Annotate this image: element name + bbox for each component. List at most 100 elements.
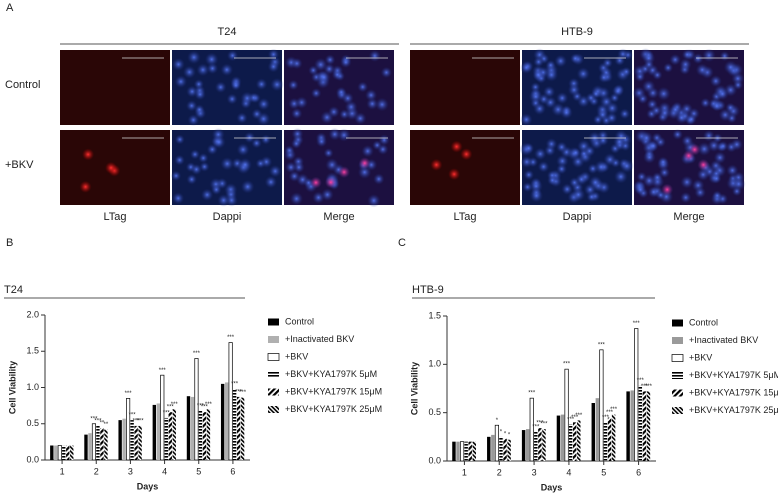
x-tick-label: 3 <box>532 467 537 477</box>
significance-label: *** <box>163 411 171 417</box>
significance-label: ** <box>104 422 109 428</box>
nucleus <box>361 144 374 158</box>
x-axis-label: Days <box>137 481 159 491</box>
significance-label: *** <box>637 378 645 384</box>
nucleus <box>337 128 351 142</box>
significance-label: *** <box>137 419 145 425</box>
significance-label: * <box>508 432 511 438</box>
y-tick-label: 0.0 <box>428 455 441 465</box>
nucleus <box>212 135 226 149</box>
charts: B T24 0.0 0.5 1.0 1.5 2.0 Cell Viability Days 1 2 3… <box>4 237 778 492</box>
nucleus <box>723 60 738 75</box>
nucleus <box>520 155 533 169</box>
nucleus <box>570 147 581 158</box>
legend-label: +BKV+KYA1797K 15μM <box>285 386 382 396</box>
nucleus <box>321 188 334 202</box>
legend-label: +BKV+KYA1797K 25μM <box>285 404 382 414</box>
nucleus <box>598 71 610 84</box>
nucleus <box>650 104 662 117</box>
nucleus <box>325 158 339 172</box>
bar <box>642 391 647 461</box>
bar <box>460 441 465 462</box>
nucleus <box>238 157 253 172</box>
nucleus <box>614 55 626 66</box>
ltag-signal <box>309 176 322 189</box>
nucleus <box>634 71 646 83</box>
nucleus <box>255 78 268 91</box>
micrograph <box>60 50 170 125</box>
bar <box>468 441 472 461</box>
bar <box>84 434 88 460</box>
nucleus <box>243 131 256 144</box>
bar <box>152 404 157 460</box>
bar <box>507 439 511 461</box>
nucleus <box>733 79 744 90</box>
nucleus <box>694 186 707 199</box>
legend-swatch <box>268 318 279 326</box>
significance-label: *** <box>205 402 213 408</box>
legend-swatch <box>267 353 280 361</box>
bar <box>206 409 211 460</box>
ltag-signal <box>82 148 95 161</box>
x-tick-label: 2 <box>497 467 502 477</box>
nucleus <box>658 166 671 179</box>
nucleus <box>711 173 722 184</box>
significance-label: *** <box>598 342 606 348</box>
nucleus <box>634 184 646 196</box>
bar <box>499 436 503 461</box>
legend-label: +BKV <box>285 351 308 361</box>
x-tick-label: 5 <box>196 466 201 476</box>
column-label: LTag <box>453 211 476 223</box>
nucleus <box>230 80 242 91</box>
significance-label: *** <box>641 384 649 390</box>
nucleus <box>368 49 381 63</box>
bar <box>577 420 581 461</box>
legend-swatch <box>672 319 683 327</box>
nucleus <box>663 62 674 73</box>
nucleus <box>639 131 654 145</box>
row-label: Control <box>5 79 40 91</box>
significance-label: *** <box>633 321 641 327</box>
nucleus <box>291 107 303 120</box>
micrograph <box>410 130 520 205</box>
significance-label: *** <box>159 368 167 374</box>
bar <box>560 414 565 461</box>
ltag-signal <box>448 168 461 181</box>
nucleus <box>217 194 230 207</box>
nucleus <box>681 135 694 147</box>
nucleus <box>568 177 581 189</box>
y-tick-label: 1.0 <box>428 359 441 369</box>
nucleus <box>523 142 535 154</box>
significance-label: *** <box>610 407 618 413</box>
x-tick-label: 2 <box>94 466 99 476</box>
nucleus <box>174 154 185 166</box>
bar <box>472 441 476 461</box>
nucleus <box>341 92 354 105</box>
nucleus <box>612 135 626 149</box>
nucleus <box>291 57 303 70</box>
bar <box>626 391 630 461</box>
bar <box>491 434 495 461</box>
nucleus <box>570 53 581 64</box>
nucleus <box>315 135 328 148</box>
significance-label: *** <box>227 335 235 341</box>
ltag-signal <box>460 148 473 161</box>
nucleus <box>240 91 254 105</box>
significance-label: * <box>496 418 499 424</box>
x-tick-label: 4 <box>162 466 167 476</box>
legend-label: +BKV+KYA1797K 15μM <box>689 387 778 397</box>
nucleus <box>214 81 227 94</box>
nucleus <box>187 50 201 65</box>
nucleus <box>716 87 729 101</box>
ltag-signal <box>105 161 118 174</box>
significance-label: *** <box>606 410 614 416</box>
nucleus <box>308 65 319 76</box>
x-tick-label: 1 <box>60 466 65 476</box>
nucleus <box>226 93 238 105</box>
significance-label: *** <box>201 405 209 411</box>
ltag-signal <box>450 140 463 153</box>
bar <box>91 423 97 461</box>
nucleus <box>174 75 188 88</box>
x-tick-label: 3 <box>128 466 133 476</box>
